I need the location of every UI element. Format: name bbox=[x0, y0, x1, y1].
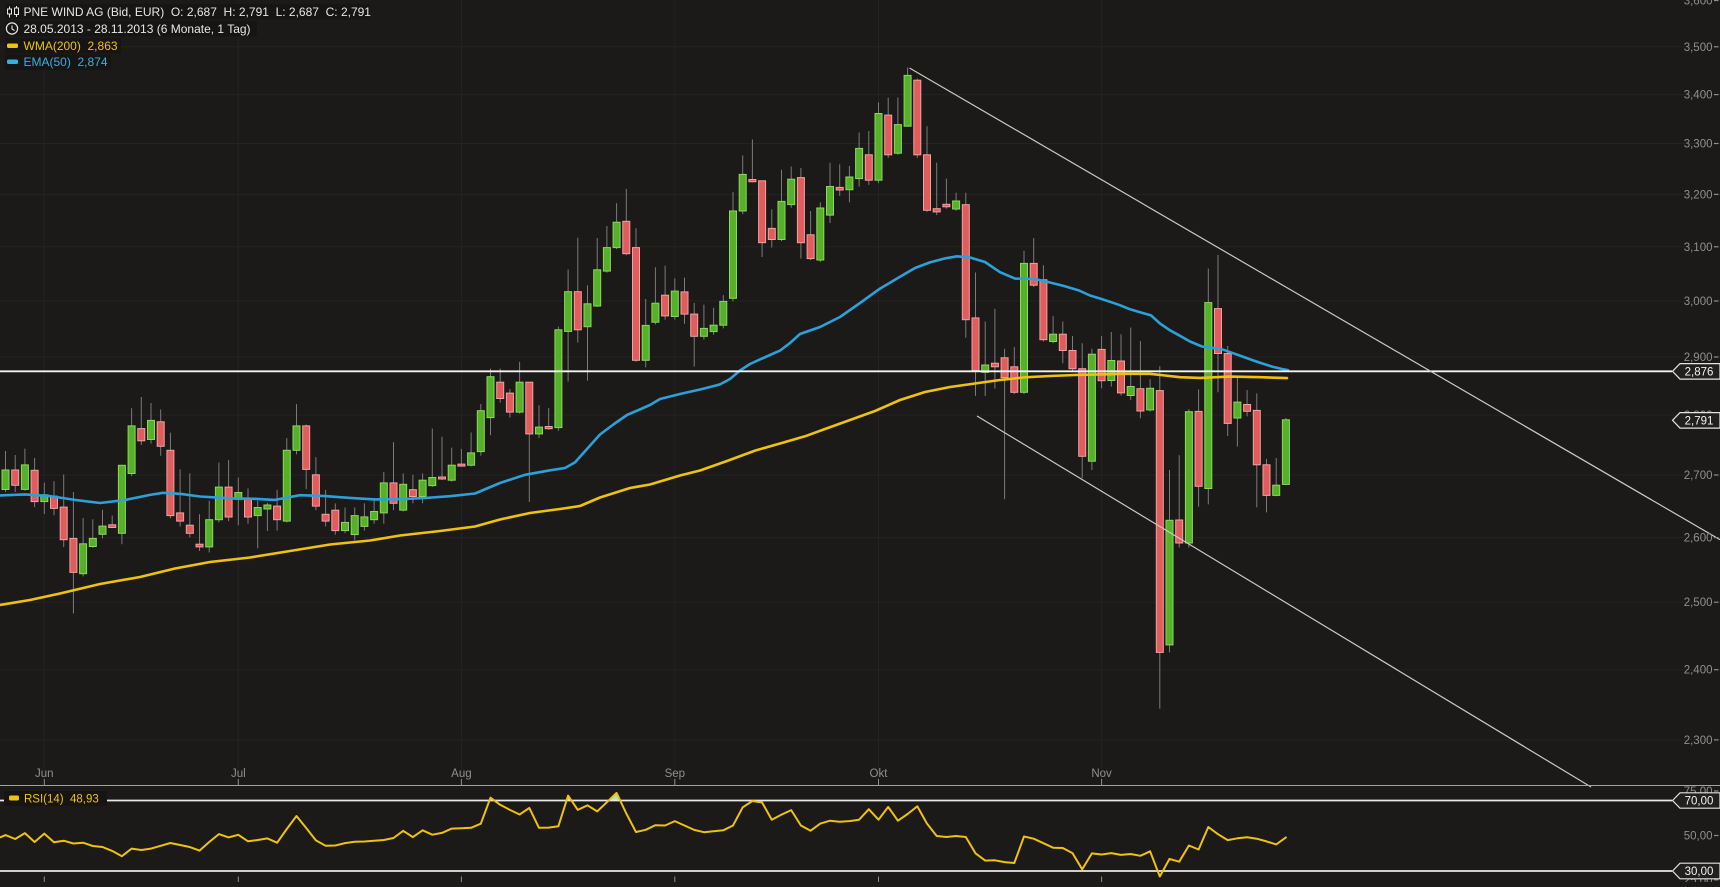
svg-text:Okt: Okt bbox=[870, 768, 889, 780]
svg-text:Sep: Sep bbox=[665, 768, 685, 780]
svg-text:Jun: Jun bbox=[35, 768, 54, 780]
svg-text:2,876: 2,876 bbox=[1685, 366, 1714, 378]
svg-text:28.05.2013 - 28.11.2013 (6 Mon: 28.05.2013 - 28.11.2013 (6 Monate, 1 Tag… bbox=[24, 22, 251, 36]
svg-text:Jul: Jul bbox=[231, 768, 246, 780]
svg-text:RSI(14) 48,93: RSI(14) 48,93 bbox=[24, 794, 99, 806]
svg-text:Aug: Aug bbox=[451, 768, 471, 780]
svg-text:3,000: 3,000 bbox=[1684, 296, 1713, 308]
svg-text:30,00: 30,00 bbox=[1685, 866, 1714, 878]
svg-text:2,791: 2,791 bbox=[1685, 415, 1714, 427]
svg-text:3,400: 3,400 bbox=[1684, 90, 1713, 102]
svg-text:2,400: 2,400 bbox=[1684, 665, 1713, 677]
svg-text:50,00: 50,00 bbox=[1684, 831, 1713, 843]
svg-text:3,600: 3,600 bbox=[1684, 0, 1713, 8]
svg-text:70,00: 70,00 bbox=[1685, 796, 1714, 808]
svg-text:2,600: 2,600 bbox=[1684, 533, 1713, 545]
svg-text:EMA(50) 2,874: EMA(50) 2,874 bbox=[24, 55, 108, 69]
svg-text:2,900: 2,900 bbox=[1684, 352, 1713, 364]
svg-text:2,700: 2,700 bbox=[1684, 470, 1713, 482]
svg-text:WMA(200) 2,863: WMA(200) 2,863 bbox=[24, 39, 118, 53]
svg-text:3,500: 3,500 bbox=[1684, 42, 1713, 54]
svg-text:3,300: 3,300 bbox=[1684, 139, 1713, 151]
svg-text:2,500: 2,500 bbox=[1684, 597, 1713, 609]
svg-text:3,200: 3,200 bbox=[1684, 189, 1713, 201]
svg-text:2,300: 2,300 bbox=[1684, 735, 1713, 747]
svg-text:PNE WIND AG (Bid, EUR) O: 2,6: PNE WIND AG (Bid, EUR) O: 2,687 H: 2,791… bbox=[24, 5, 372, 19]
svg-text:3,100: 3,100 bbox=[1684, 242, 1713, 254]
svg-text:Nov: Nov bbox=[1091, 768, 1112, 780]
